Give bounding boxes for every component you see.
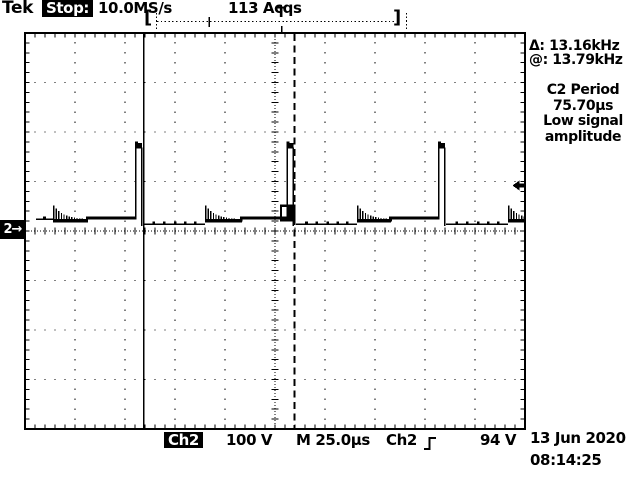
cursor-absolute-readout: @: 13.79kHz [529, 52, 623, 68]
channel-2-marker: 2→ [0, 220, 25, 239]
measurement-title: C2 Period [546, 82, 620, 98]
measurement-value: 75.70µs [552, 97, 614, 114]
measurement-qualifier-1: Low signal [543, 113, 623, 129]
measurement-qualifier-2: amplitude [544, 128, 622, 145]
measurement-block: C2 Period 75.70µs Low signal amplitude [527, 82, 639, 145]
trigger-level-readout: 94 V [480, 431, 517, 449]
rising-edge-icon [424, 437, 436, 450]
trigger-position-marker: T [276, 5, 286, 21]
record-window-left-bracket: [ [144, 7, 152, 28]
cursor-delta-readout: Δ: 13.16kHz [529, 38, 620, 54]
trigger-level-arrow-icon [512, 180, 525, 191]
acquisition-count-readout: 113 Acqs [228, 0, 302, 17]
record-window-right-bracket: ] [393, 7, 401, 28]
brand-logo: Tek [2, 0, 33, 18]
date-readout: 13 Jun 2020 [530, 429, 626, 447]
acquisition-state-badge: Stop: [42, 0, 94, 17]
trigger-source-readout: Ch2 [386, 431, 417, 449]
sample-rate-readout: 10.0MS/s [98, 0, 172, 17]
time-readout: 08:14:25 [530, 451, 602, 469]
vertical-scale-readout: 100 V [226, 431, 273, 449]
timebase-readout: M 25.0µs [296, 431, 370, 449]
channel-badge: Ch2 [164, 432, 203, 448]
